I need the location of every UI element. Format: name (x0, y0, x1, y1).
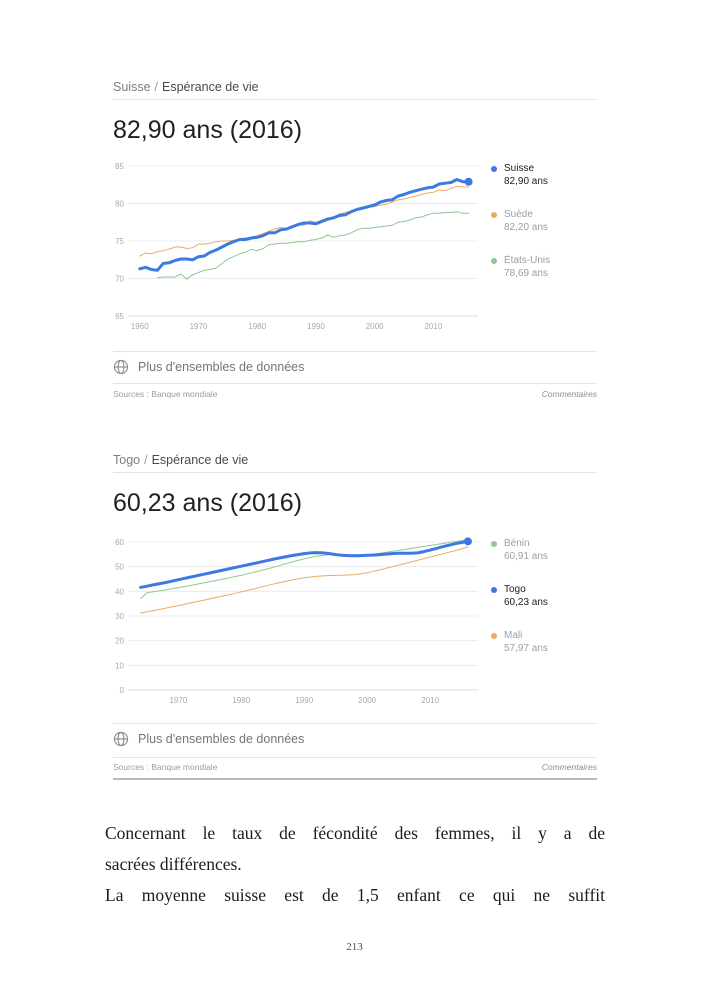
sources-label[interactable]: Sources : Banque mondiale (113, 389, 218, 399)
legend-country-value: 78,69 ans (504, 268, 548, 279)
svg-text:1960: 1960 (131, 322, 149, 331)
svg-text:2010: 2010 (421, 696, 439, 705)
header-divider (113, 472, 597, 473)
card-togo: Togo / Espérance de vie 60,23 ans (2016) 0… (113, 453, 597, 783)
legend-country-name: Suède (504, 209, 533, 220)
breadcrumb-metric-link[interactable]: Espérance de vie (162, 80, 259, 94)
legend-country-value: 82,90 ans (504, 176, 548, 187)
legend-item-benin[interactable]: Bénin 60,91 ans (491, 537, 597, 563)
more-datasets-row[interactable]: Plus d'ensembles de données (113, 359, 304, 375)
breadcrumb-entity-link[interactable]: Suisse (113, 80, 151, 94)
breadcrumb-separator: / (154, 80, 159, 94)
svg-text:2010: 2010 (424, 322, 442, 331)
series-color-dot (491, 258, 497, 264)
chart-legend: Suisse 82,90 ans Suède 82,20 ans États-U… (491, 162, 597, 300)
svg-text:2000: 2000 (358, 696, 376, 705)
series-color-dot (491, 166, 497, 172)
svg-text:50: 50 (115, 563, 124, 572)
breadcrumb-metric-link[interactable]: Espérance de vie (151, 453, 249, 467)
svg-text:40: 40 (115, 587, 124, 596)
legend-country-value: 57,97 ans (504, 643, 548, 654)
globe-icon (113, 359, 129, 375)
legend-item-suede[interactable]: Suède 82,20 ans (491, 208, 597, 234)
body-paragraph-line: sacrées différences. (105, 854, 242, 874)
breadcrumb: Togo / Espérance de vie (113, 453, 248, 467)
breadcrumb: Suisse / Espérance de vie (113, 80, 259, 94)
series-color-dot (491, 587, 497, 593)
more-datasets-label: Plus d'ensembles de données (138, 360, 305, 374)
svg-text:10: 10 (115, 661, 124, 670)
svg-text:1990: 1990 (295, 696, 313, 705)
breadcrumb-separator: / (144, 453, 148, 467)
svg-text:2000: 2000 (366, 322, 384, 331)
page-number: 213 (346, 941, 363, 953)
legend-item-mali[interactable]: Mali 57,97 ans (491, 629, 597, 655)
comments-link[interactable]: Commentaires (541, 389, 597, 399)
legend-country-name: Mali (504, 630, 523, 641)
svg-text:80: 80 (115, 200, 124, 209)
legend-country-value: 82,20 ans (504, 222, 548, 233)
body-paragraph-line: La moyenne suisse est de 1,5 enfant ce q… (105, 885, 605, 905)
svg-text:30: 30 (115, 612, 124, 621)
legend-item-suisse[interactable]: Suisse 82,90 ans (491, 162, 597, 188)
more-datasets-label: Plus d'ensembles de données (138, 732, 305, 746)
header-divider (113, 99, 597, 100)
life-expectancy-chart-suisse[interactable]: 65 70 75 80 85 1960 1970 1980 1990 2000 2010 (113, 161, 597, 333)
svg-text:70: 70 (115, 275, 124, 284)
svg-text:65: 65 (115, 312, 124, 321)
metric-value-title: 82,90 ans (2016) (113, 116, 303, 144)
series-color-dot (491, 633, 497, 639)
sources-row: Sources : Banque mondiale Commentaires (113, 762, 597, 772)
sources-label[interactable]: Sources : Banque mondiale (113, 762, 218, 772)
legend-country-value: 60,91 ans (504, 551, 548, 562)
card-bottom-edge (113, 778, 597, 780)
svg-text:1990: 1990 (307, 322, 325, 331)
metric-value-title: 60,23 ans (2016) (113, 489, 303, 517)
legend-country-value: 60,23 ans (504, 597, 548, 608)
breadcrumb-entity-link[interactable]: Togo (113, 453, 141, 467)
svg-text:1980: 1980 (232, 696, 250, 705)
card-suisse: Suisse / Espérance de vie 82,90 ans (2016)… (113, 80, 597, 403)
sources-divider (113, 757, 597, 758)
life-expectancy-chart-togo[interactable]: 0 10 20 30 40 50 60 1970 1980 1990 2000 2010 (113, 536, 597, 712)
body-paragraph-line: Concernant le taux de fécondité des femm… (105, 823, 605, 843)
chart-legend: Bénin 60,91 ans Togo 60,23 ans Mali 57,9… (491, 537, 597, 675)
more-datasets-row[interactable]: Plus d'ensembles de données (113, 731, 304, 747)
legend-country-name: États-Unis (504, 255, 551, 266)
svg-text:1970: 1970 (190, 322, 208, 331)
comments-link[interactable]: Commentaires (541, 762, 597, 772)
legend-country-name: Suisse (504, 163, 535, 174)
series-color-dot (491, 541, 497, 547)
legend-country-name: Bénin (504, 538, 530, 549)
sources-row: Sources : Banque mondiale Commentaires (113, 389, 597, 399)
series-color-dot (491, 212, 497, 218)
sources-divider (113, 383, 597, 384)
svg-text:75: 75 (115, 237, 124, 246)
svg-text:1970: 1970 (169, 696, 187, 705)
svg-text:0: 0 (120, 686, 125, 695)
svg-text:60: 60 (115, 538, 124, 547)
legend-item-etats-unis[interactable]: États-Unis 78,69 ans (491, 254, 597, 280)
globe-icon (113, 731, 129, 747)
body-paragraph: Concernant le taux de fécondité des femm… (105, 818, 605, 911)
footer-divider (113, 723, 597, 724)
legend-country-name: Togo (504, 584, 526, 595)
svg-text:85: 85 (115, 162, 124, 171)
svg-text:1980: 1980 (248, 322, 266, 331)
legend-item-togo[interactable]: Togo 60,23 ans (491, 583, 597, 609)
svg-text:20: 20 (115, 637, 124, 646)
footer-divider (113, 351, 597, 352)
